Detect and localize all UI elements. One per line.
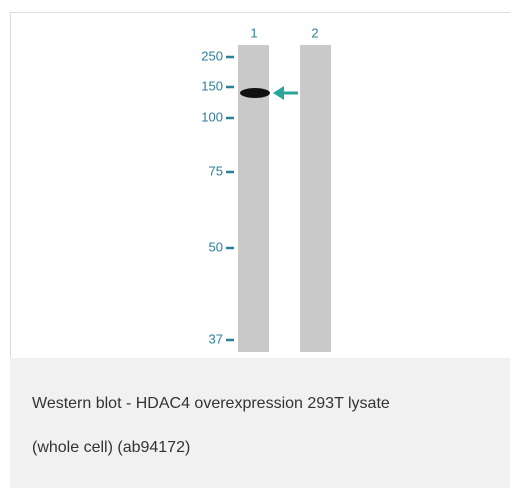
- marker-label: 37: [209, 331, 223, 346]
- lane-label: 2: [311, 25, 318, 40]
- marker-label: 250: [201, 48, 223, 63]
- page: 12 250150100755037 Western blot - HDAC4 …: [0, 0, 510, 488]
- marker-label: 50: [209, 239, 223, 254]
- band: [240, 88, 270, 98]
- caption-line: Western blot - HDAC4 overexpression 293T…: [32, 382, 510, 426]
- caption-line: (whole cell) (ab94172): [32, 426, 510, 470]
- lane-label: 1: [250, 25, 257, 40]
- marker-labels: 250 150 100 75 50 37: [201, 48, 234, 346]
- marker-label: 75: [209, 163, 223, 178]
- marker-label: 100: [201, 109, 223, 124]
- marker-label: 150: [201, 78, 223, 93]
- arrow-head: [273, 86, 284, 100]
- caption: Western blot - HDAC4 overexpression 293T…: [10, 358, 510, 488]
- lane-2: [300, 45, 331, 352]
